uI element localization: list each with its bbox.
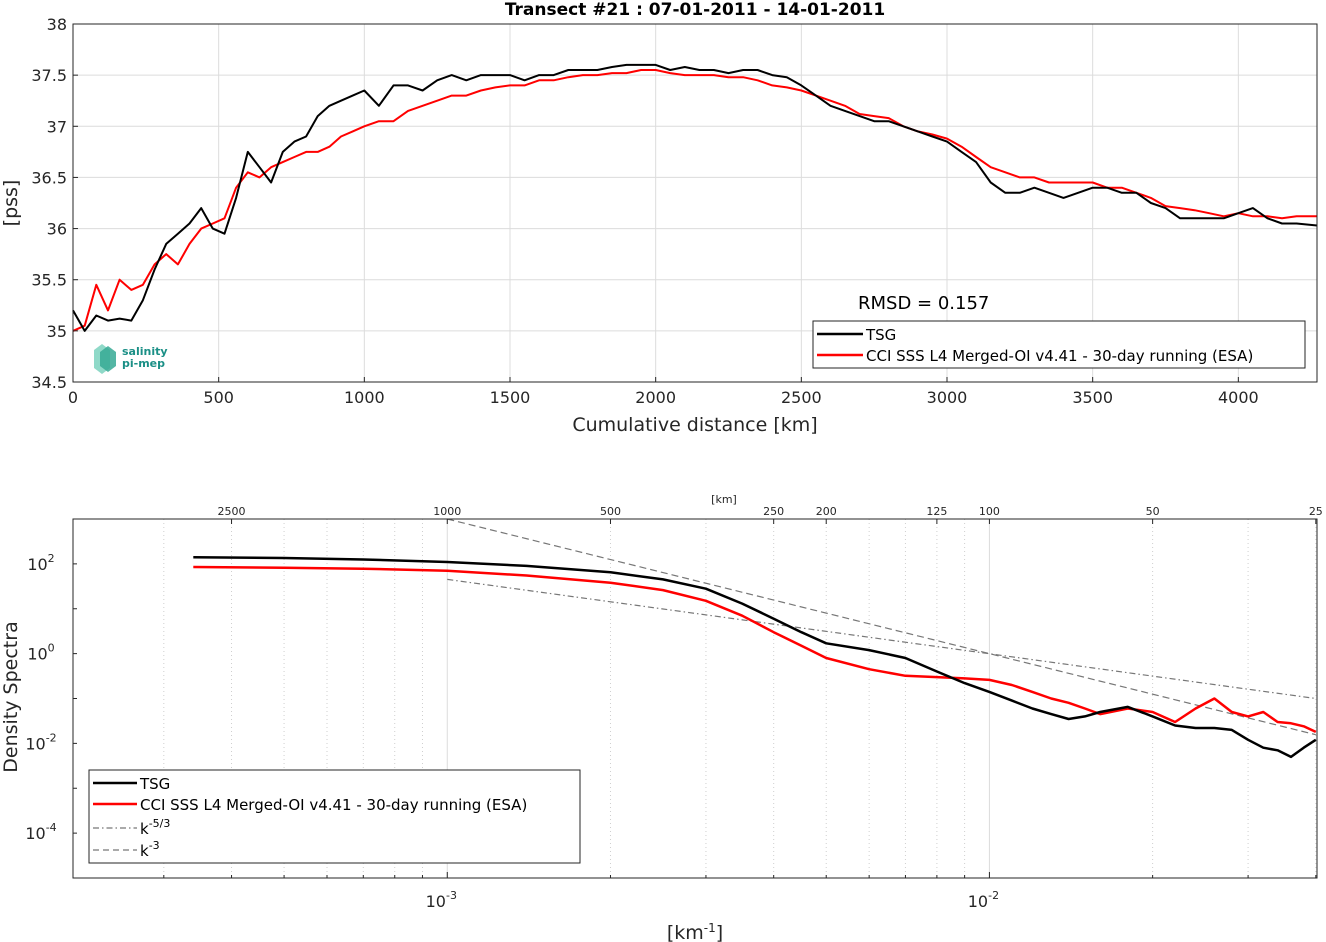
top-ticks: 0 500 1000 1500 2000 2500 3000 3500 4000 34.5 35 35…	[31, 15, 1258, 407]
top-y-tick-label: 36.5	[31, 168, 67, 187]
top-x-tick-label: 2000	[635, 388, 676, 407]
top-x-tick-label: 500	[203, 388, 234, 407]
bottom-legend-label-k3: k-3	[140, 839, 160, 860]
bottom-ticks: 10-4 10-2 100 102 10-3 10-2 2500 1000 500 250 200 1…	[25, 505, 1322, 911]
top-km-tick-label: 25	[1309, 505, 1323, 518]
bottom-x-tick-label: 10-2	[968, 889, 999, 911]
bottom-y-tick-label: 102	[27, 552, 54, 574]
bottom-x-tick-label: 10-3	[426, 889, 457, 911]
logo-line-2: pi-mep	[122, 357, 165, 370]
top-series-tsg-line	[72, 63, 1318, 332]
top-km-tick-label: 1000	[433, 505, 461, 518]
top-km-tick-label: 50	[1146, 505, 1160, 518]
top-legend-label-tsg: TSG	[865, 326, 896, 344]
top-axes-frame	[72, 23, 1318, 383]
bottom-y-tick-label: 100	[27, 642, 54, 664]
top-km-tick-label: 500	[600, 505, 621, 518]
bottom-legend-label-cci: CCI SSS L4 Merged-OI v4.41 - 30-day runn…	[140, 796, 527, 814]
top-x-axis-label: Cumulative distance [km]	[572, 414, 817, 436]
bottom-legend: TSG CCI SSS L4 Merged-OI v4.41 - 30-day …	[88, 769, 581, 864]
top-y-tick-label: 36	[47, 220, 67, 239]
top-km-tick-label: 200	[816, 505, 837, 518]
top-chart: Transect #21 : 07-01-2011 - 14-01-2011 0…	[0, 0, 1318, 436]
top-x-tick-label: 3500	[1072, 388, 1113, 407]
top-x-tick-label: 1000	[344, 388, 385, 407]
top-y-tick-label: 37.5	[31, 66, 67, 85]
bottom-series-cci-line	[193, 565, 1317, 734]
bottom-series	[193, 518, 1317, 759]
bottom-legend-box	[88, 769, 581, 864]
top-legend: TSG CCI SSS L4 Merged-OI v4.41 - 30-day …	[812, 320, 1306, 369]
bottom-y-tick-label: 10-4	[25, 821, 56, 843]
rmsd-annotation: RMSD = 0.157	[858, 293, 989, 314]
logo-line-1: salinity	[122, 345, 168, 358]
top-y-tick-label: 37	[47, 117, 67, 136]
top-series	[72, 63, 1318, 332]
top-y-tick-label: 38	[47, 15, 67, 34]
top-x-tick-label: 1500	[490, 388, 531, 407]
top-km-tick-label: 125	[926, 505, 947, 518]
bottom-legend-label-tsg: TSG	[139, 775, 170, 793]
top-legend-box	[812, 320, 1306, 369]
bottom-y-axis-label: Density Spectra	[0, 621, 22, 772]
top-km-tick-label: 250	[763, 505, 784, 518]
bottom-y-tick-label: 10-2	[25, 731, 56, 753]
top-km-tick-label: 2500	[218, 505, 246, 518]
bottom-series-k53-line	[447, 578, 1316, 700]
top-km-tick-label: 100	[979, 505, 1000, 518]
top-y-axis-label: [pss]	[0, 180, 22, 227]
top-x-tick-label: 3000	[927, 388, 968, 407]
top-y-tick-label: 34.5	[31, 373, 67, 392]
top-x-tick-label: 4000	[1218, 388, 1259, 407]
top-km-axis-label: [km]	[711, 493, 737, 506]
top-x-tick-label: 2500	[781, 388, 822, 407]
bottom-chart: 10-4 10-2 100 102 10-3 10-2 2500 1000 500 250 200 1…	[0, 493, 1323, 942]
bottom-x-axis-label: [km-1]	[667, 921, 723, 942]
bottom-series-tsg-line	[193, 556, 1317, 759]
top-legend-label-cci: CCI SSS L4 Merged-OI v4.41 - 30-day runn…	[866, 347, 1253, 365]
chart-title: Transect #21 : 07-01-2011 - 14-01-2011	[505, 0, 885, 20]
top-y-tick-label: 35.5	[31, 271, 67, 290]
top-x-tick-label: 0	[68, 388, 78, 407]
salinity-pi-mep-logo: salinity pi-mep	[94, 344, 168, 374]
bottom-series-k3-line	[447, 518, 1316, 736]
top-series-cci-line	[72, 69, 1317, 332]
top-y-tick-label: 35	[47, 322, 67, 341]
bottom-legend-label-k53: k-5/3	[140, 817, 170, 838]
